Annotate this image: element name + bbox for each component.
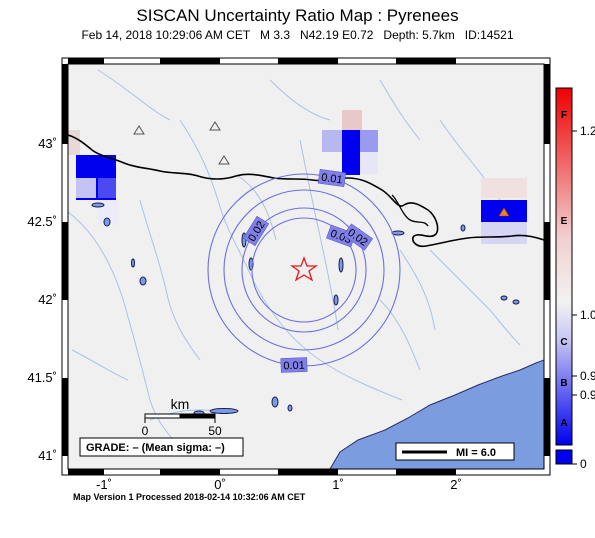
- colorbar-value: 0: [580, 457, 587, 471]
- x-tick-label: 2˚: [450, 477, 462, 492]
- y-axis-labels: 43˚ 42.5˚ 42˚ 41.5˚ 41˚: [27, 136, 57, 463]
- mi-legend-box: MI = 6.0: [395, 442, 515, 461]
- x-tick-label: 0˚: [214, 477, 226, 492]
- country-border: [68, 134, 544, 248]
- colorbar-value: 1.2: [580, 124, 595, 138]
- x-tick-label: 1˚: [332, 477, 344, 492]
- y-tick-label: 41˚: [38, 448, 57, 463]
- uncertainty-grid: [68, 110, 527, 244]
- scale-end: 50: [208, 424, 222, 438]
- grade-box: GRADE: – (Mean sigma: –): [79, 437, 244, 457]
- contour-labels: 0.01 0.02 0.03 0.02 0.01: [242, 168, 374, 373]
- star-icon: [289, 256, 319, 282]
- station-triangle-icon: [498, 207, 510, 217]
- contour-label-bottom: 0.01: [283, 360, 305, 373]
- y-tick-label: 41.5˚: [27, 370, 57, 385]
- map-title: SISCAN Uncertainty Ratio Map : Pyrenees: [136, 6, 459, 25]
- colorbar-value: 1.0: [580, 308, 595, 322]
- sea-area: [329, 359, 544, 469]
- map-subtitle: Feb 14, 2018 10:29:06 AM CET M 3.3 N42.1…: [81, 28, 514, 42]
- y-tick-label: 42˚: [38, 292, 57, 307]
- colorbar-value: 0.9: [580, 388, 595, 402]
- y-tick-label: 42.5˚: [27, 214, 57, 229]
- y-tick-label: 43˚: [38, 136, 57, 151]
- x-axis-labels: -1˚ 0˚ 1˚ 2˚: [96, 477, 462, 492]
- colorbar-grade: B: [560, 378, 567, 389]
- colorbar-grade: F: [561, 110, 567, 121]
- colorbar: 1.2 1.0 0.9 0.9 0 F E C B A: [555, 87, 595, 471]
- contour-lines: [207, 173, 401, 367]
- colorbar-grade: A: [560, 418, 567, 429]
- triangle-icon: [133, 121, 230, 165]
- x-tick-label: -1˚: [96, 477, 112, 492]
- colorbar-grade: C: [560, 337, 567, 348]
- contour-label-top: 0.01: [320, 172, 343, 187]
- scale-start: 0: [142, 424, 149, 438]
- grade-text: GRADE: – (Mean sigma: –): [86, 442, 225, 454]
- mi-text: MI = 6.0: [456, 447, 496, 459]
- rivers: [68, 69, 521, 453]
- scale-bar: km 0 50: [142, 396, 222, 438]
- colorbar-value: 0.9: [580, 369, 595, 383]
- map-frame: [61, 57, 551, 476]
- colorbar-grade: E: [561, 216, 568, 227]
- scale-unit: km: [171, 396, 190, 412]
- map-footer: Map Version 1 Processed 2018-02-14 10:32…: [73, 492, 306, 502]
